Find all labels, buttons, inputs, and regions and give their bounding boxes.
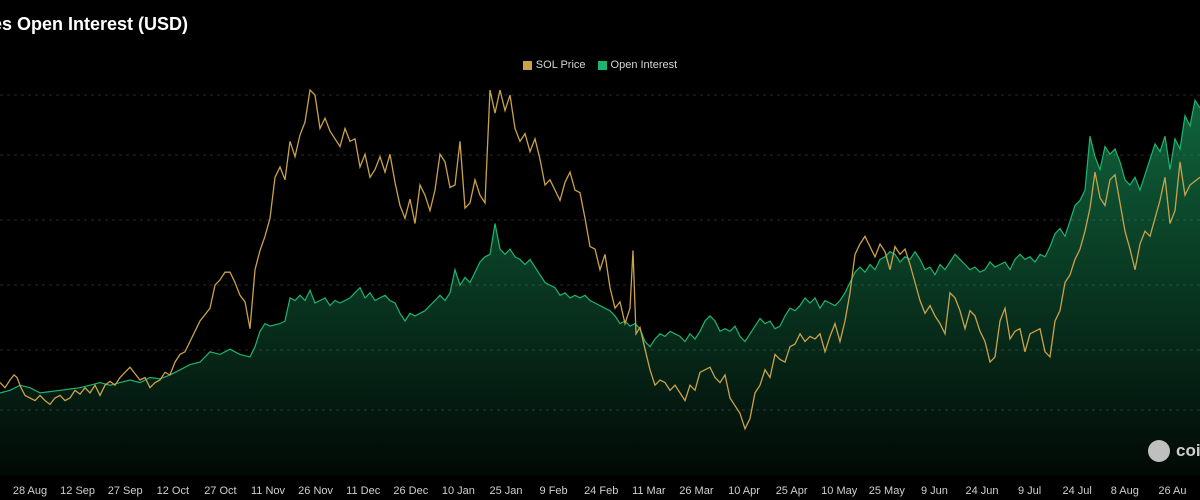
sol-price-line xyxy=(0,88,1200,431)
legend-item-price[interactable]: SOL Price xyxy=(522,59,586,71)
x-tick-label: 28 Aug xyxy=(13,485,47,497)
legend-label-price: SOL Price xyxy=(535,59,586,71)
series-open-interest xyxy=(0,98,1200,476)
x-tick-label: 27 Oct xyxy=(204,485,236,497)
open-interest-line xyxy=(0,98,1200,394)
x-tick-label: 11 Nov xyxy=(251,485,286,497)
x-tick-label: 11 Mar xyxy=(632,485,666,497)
x-tick-label: 25 Jan xyxy=(489,485,522,497)
legend-swatch-price xyxy=(522,60,532,70)
watermark-text: coin xyxy=(1176,441,1200,460)
x-tick-label: 9 Feb xyxy=(540,485,568,497)
x-tick-label: 24 Jun xyxy=(965,485,998,497)
x-tick-label: 25 Apr xyxy=(776,485,808,497)
x-tick-label: 9 Jun xyxy=(921,485,948,497)
x-tick-label: 10 May xyxy=(821,485,858,497)
x-tick-label: 10 Jan xyxy=(442,485,475,497)
x-tick-label: 12 Sep xyxy=(60,485,95,497)
x-tick-label: 24 Jul xyxy=(1063,485,1092,497)
x-tick-label: 27 Sep xyxy=(108,485,143,497)
x-tick-label: 25 May xyxy=(869,485,906,497)
x-tick-label: 10 Apr xyxy=(728,485,760,497)
series-sol-price xyxy=(0,88,1200,431)
legend-swatch-oi xyxy=(597,60,607,70)
x-tick-label: 26 Au xyxy=(1158,485,1186,497)
coinglass-logo-icon xyxy=(1148,440,1170,462)
legend-label-oi: Open Interest xyxy=(610,59,678,71)
x-tick-label: 9 Jul xyxy=(1018,485,1041,497)
x-tick-label: 26 Dec xyxy=(393,485,428,497)
x-tick-label: 12 Oct xyxy=(157,485,189,497)
legend-item-oi[interactable]: Open Interest xyxy=(597,59,678,71)
chart-legend: SOL Price Open Interest xyxy=(0,59,1200,71)
x-axis-ticks: 28 Aug 12 Sep 27 Sep 12 Oct 27 Oct 11 Nov 26 N… xyxy=(13,485,1187,497)
chart-title: es Open Interest (USD) xyxy=(0,14,189,34)
x-tick-label: 8 Aug xyxy=(1111,485,1139,497)
x-tick-label: 24 Feb xyxy=(584,485,618,497)
x-tick-label: 26 Nov xyxy=(298,485,333,497)
open-interest-area xyxy=(0,100,1200,476)
x-tick-label: 26 Mar xyxy=(679,485,714,497)
x-tick-label: 11 Dec xyxy=(346,485,381,497)
watermark: coin xyxy=(1148,440,1200,462)
